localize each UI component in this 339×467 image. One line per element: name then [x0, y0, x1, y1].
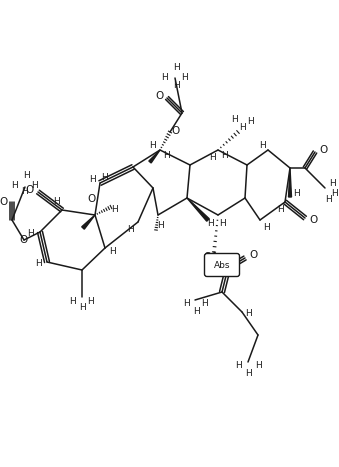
Text: H: H [332, 189, 338, 198]
Polygon shape [187, 198, 209, 221]
Text: H: H [23, 171, 29, 181]
Text: H: H [36, 260, 42, 269]
Text: H: H [222, 151, 228, 161]
Text: H: H [246, 309, 252, 318]
Text: O: O [203, 252, 211, 262]
Text: H: H [112, 205, 118, 214]
Text: H: H [80, 304, 86, 312]
Text: H: H [207, 219, 214, 227]
Text: O: O [26, 185, 34, 195]
Text: H: H [201, 299, 207, 309]
Polygon shape [149, 150, 160, 163]
Text: O: O [20, 235, 28, 245]
Text: H: H [157, 220, 163, 229]
Text: H: H [12, 181, 18, 190]
Text: H: H [235, 361, 241, 370]
Text: H: H [240, 123, 246, 133]
Text: Abs: Abs [214, 261, 230, 269]
Text: H: H [27, 229, 34, 239]
Text: H: H [220, 219, 226, 227]
FancyBboxPatch shape [204, 254, 239, 276]
Text: H: H [102, 174, 108, 183]
Polygon shape [82, 215, 95, 229]
Text: H: H [173, 80, 179, 90]
Text: H: H [88, 176, 95, 184]
Text: H: H [193, 306, 199, 316]
Text: H: H [246, 369, 252, 378]
Text: H: H [182, 73, 188, 83]
Text: H: H [173, 64, 179, 72]
Text: O: O [172, 126, 180, 136]
Text: H: H [247, 118, 253, 127]
Text: H: H [232, 115, 238, 125]
Text: O: O [88, 194, 96, 204]
Text: H: H [277, 205, 283, 214]
Text: H: H [294, 190, 300, 198]
Text: H: H [263, 224, 270, 233]
Text: H: H [256, 361, 262, 370]
Text: H: H [69, 297, 76, 305]
Text: H: H [32, 181, 38, 190]
Text: H: H [325, 194, 332, 204]
Text: H: H [260, 141, 266, 149]
Text: O: O [249, 250, 257, 260]
Text: O: O [319, 145, 327, 155]
Text: H: H [163, 150, 170, 160]
Text: H: H [162, 73, 168, 83]
Text: H: H [330, 178, 336, 187]
Text: O: O [0, 197, 8, 207]
Text: H: H [148, 141, 155, 149]
Text: H: H [109, 248, 116, 256]
Polygon shape [288, 168, 292, 197]
Text: H: H [22, 187, 28, 197]
Text: H: H [183, 299, 190, 309]
Text: H: H [54, 198, 60, 206]
Text: O: O [309, 215, 317, 225]
Text: H: H [210, 153, 216, 162]
Text: H: H [87, 297, 94, 305]
Text: H: H [127, 226, 134, 234]
Text: O: O [155, 91, 163, 101]
